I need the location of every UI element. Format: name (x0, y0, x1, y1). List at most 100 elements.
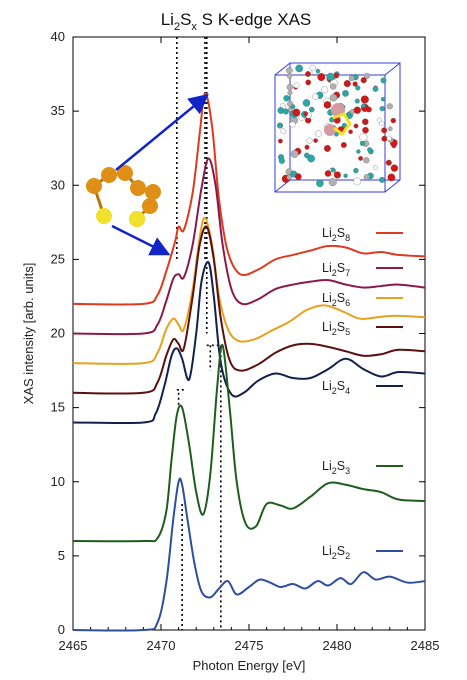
atom-dot (321, 86, 329, 94)
x-axis-label: Photon Energy [eV] (193, 658, 306, 673)
atom-dot (363, 174, 370, 181)
atom-dot (390, 164, 399, 172)
atom-dot (362, 118, 369, 126)
atom-dot (379, 120, 385, 127)
atom-dot (359, 133, 368, 142)
atom-dot (381, 127, 388, 134)
atom-dot (304, 144, 310, 150)
sulfur-atom (142, 198, 158, 214)
atom-dot (386, 135, 392, 141)
atom-dot (391, 143, 397, 149)
atom-dot (326, 72, 335, 81)
legend-label-li2s8: Li2S8 (322, 226, 350, 243)
x-tick-label: 2485 (411, 638, 440, 653)
atom-dot (379, 105, 385, 112)
atom-dot (287, 90, 293, 96)
atom-dot (305, 79, 312, 86)
sulfur-atom (145, 184, 161, 200)
atom-dot (328, 178, 337, 187)
atom-dot (317, 73, 326, 82)
atom-dot (388, 126, 393, 131)
atom-dot (343, 80, 351, 88)
y-axis-label: XAS intensity [arb. units] (21, 263, 36, 405)
atom-dot (330, 167, 336, 173)
y-tick-label: 0 (58, 622, 65, 637)
atom-dot (376, 117, 382, 123)
arrow-to-pre-edge (111, 224, 171, 256)
atom-dot (293, 82, 300, 89)
y-tick-label: 30 (51, 177, 65, 192)
series-group (72, 92, 426, 632)
atom-dot (360, 77, 367, 84)
atom-dot (364, 72, 371, 79)
sulfur-atom (117, 165, 133, 181)
atom-dot (307, 154, 315, 163)
atom-dot (380, 97, 386, 102)
atom-dot (372, 86, 379, 92)
atom-dot (292, 108, 301, 117)
atom-dot (286, 73, 293, 79)
legend-label-li2s3: Li2S3 (322, 459, 350, 476)
y-tick-label: 5 (58, 548, 65, 563)
atom-dot (348, 129, 353, 135)
atom-dot (286, 174, 292, 180)
atom-dot (363, 157, 370, 164)
molecule-ring-illustration (86, 165, 161, 227)
atom-dot (287, 107, 293, 112)
arrow-to-main-peak (115, 93, 209, 171)
atom-dot (348, 75, 355, 82)
atom-dot (306, 137, 313, 144)
lithium-atom (324, 124, 336, 136)
atom-dot (323, 144, 331, 152)
series-line-li2s2 (72, 477, 426, 632)
atom-dot (360, 95, 369, 104)
atom-dot (302, 99, 311, 107)
y-tick-label: 25 (51, 251, 65, 266)
atom-dot (381, 135, 388, 142)
atom-dot (356, 149, 361, 154)
atom-dot (380, 77, 387, 84)
series-line-li2s5 (72, 225, 426, 395)
atom-dot (386, 103, 393, 110)
atom-dot (354, 98, 360, 104)
atom-dot (316, 179, 324, 188)
series-line-li2s7 (72, 157, 426, 336)
x-tick-label: 2480 (323, 638, 352, 653)
atom-dot (324, 170, 332, 177)
y-tick-label: 35 (51, 103, 65, 118)
atom-dot (361, 103, 366, 109)
atom-dot (290, 104, 296, 110)
y-tick-label: 20 (51, 326, 65, 341)
atom-dot (315, 68, 321, 74)
simulation-box-illustration (274, 62, 401, 193)
atom-dot (276, 122, 284, 129)
atom-dot (290, 150, 299, 158)
atom-dot (367, 147, 373, 153)
atom-dot (278, 138, 283, 144)
atom-dot (358, 156, 363, 161)
terminal-sulfur-atom (129, 211, 145, 227)
atom-dot (362, 126, 369, 134)
atom-dot (286, 67, 293, 74)
atom-dot (353, 167, 359, 174)
atom-dot (353, 177, 361, 186)
atom-dot (295, 64, 304, 73)
atom-dot (289, 121, 296, 128)
atom-dot (278, 157, 285, 164)
atom-dot (280, 128, 287, 135)
terminal-sulfur-atom (96, 208, 112, 224)
atom-dot (303, 111, 308, 117)
atom-dot (283, 95, 290, 102)
series-line-li2s3 (72, 344, 426, 543)
y-tick-label: 10 (51, 474, 65, 489)
atom-dot (286, 84, 293, 91)
reference-lines (176, 37, 222, 630)
legend-label-li2s6: Li2S6 (322, 291, 350, 308)
atom-dot (353, 123, 359, 129)
atom-dot (309, 64, 316, 72)
series-line-li2s4 (72, 260, 426, 425)
series-line-li2s6 (72, 216, 426, 365)
legend: Li2S8 Li2S7 Li2S6 Li2S5 Li2S4 Li2S3 Li2S2 (322, 226, 403, 561)
atom-dot (313, 138, 318, 143)
